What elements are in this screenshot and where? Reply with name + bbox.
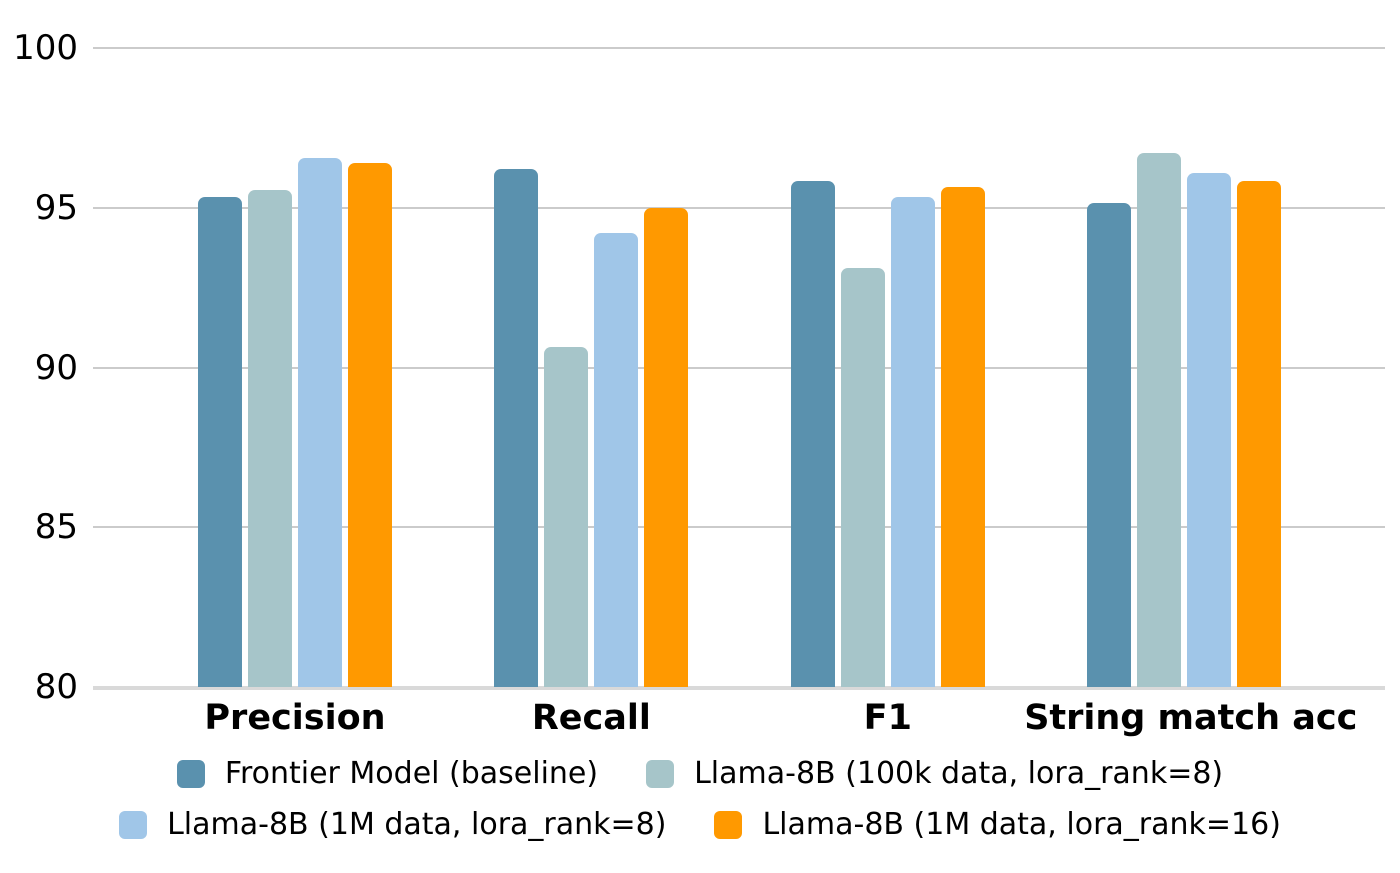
bar: [348, 163, 392, 687]
gridline: [93, 47, 1385, 49]
y-axis-tick-label: 95: [34, 187, 78, 228]
legend-item: Llama-8B (1M data, lora_rank=8): [119, 803, 666, 847]
legend-label: Llama-8B (100k data, lora_rank=8): [694, 756, 1224, 791]
legend-label: Llama-8B (1M data, lora_rank=16): [762, 807, 1281, 842]
bar: [594, 233, 639, 687]
legend-row: Llama-8B (1M data, lora_rank=8) Llama-8B …: [119, 803, 1281, 847]
bar: [298, 158, 342, 687]
bar: [1087, 202, 1132, 687]
legend-item: Llama-8B (100k data, lora_rank=8): [646, 752, 1223, 796]
bar: [1237, 180, 1282, 687]
bar: [1137, 153, 1182, 687]
bar: [644, 207, 689, 687]
bar: [790, 180, 835, 687]
x-axis-baseline: [93, 686, 1385, 690]
legend-swatch-icon: [714, 811, 743, 839]
category-label: F1: [863, 698, 912, 738]
legend-label: Frontier Model (baseline): [224, 756, 599, 791]
y-axis-tick-label: 85: [34, 507, 78, 548]
category-label: String match acc: [1024, 698, 1358, 738]
gridline: [93, 526, 1385, 529]
gridline: [93, 206, 1385, 209]
y-axis-tick-label: 100: [13, 28, 78, 68]
y-axis-tick-label: 90: [34, 347, 78, 388]
y-axis-tick-label: 80: [34, 667, 78, 707]
legend-swatch-icon: [176, 760, 205, 788]
category-label: Precision: [204, 698, 386, 738]
gridline: [93, 366, 1385, 369]
legend-label: Llama-8B (1M data, lora_rank=8): [167, 807, 667, 842]
legend-item: Llama-8B (1M data, lora_rank=16): [714, 803, 1281, 847]
bar: [198, 196, 242, 687]
bar: [248, 190, 292, 687]
bar: [890, 196, 935, 687]
bar: [1187, 172, 1232, 687]
bar: [494, 169, 539, 687]
legend-row: Frontier Model (baseline) Llama-8B (100k …: [176, 752, 1223, 796]
category-label: Recall: [531, 698, 651, 738]
legend-swatch-icon: [119, 811, 148, 839]
bar: [940, 186, 985, 687]
legend: Frontier Model (baseline) Llama-8B (100k …: [0, 752, 1400, 847]
legend-swatch-icon: [646, 760, 675, 788]
bar: [544, 346, 589, 687]
bar: [840, 268, 885, 687]
legend-item: Frontier Model (baseline): [176, 752, 599, 796]
